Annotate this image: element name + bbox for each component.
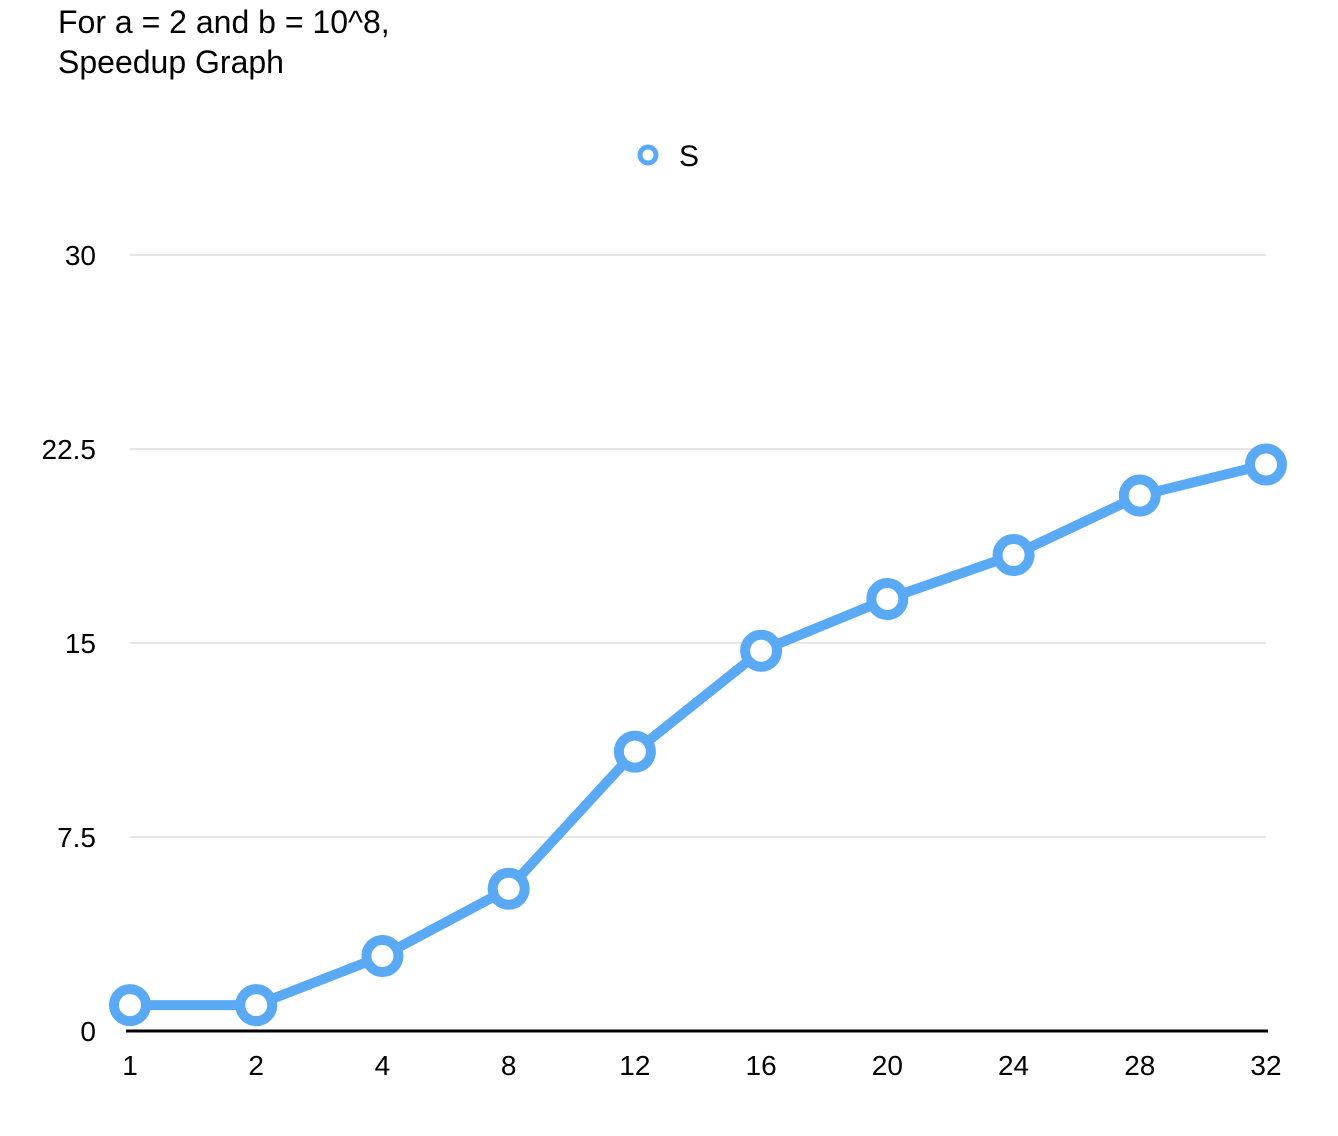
x-tick-label: 20	[872, 1050, 903, 1081]
legend-label: S	[679, 140, 699, 173]
chart-title: For a = 2 and b = 10^8, Speedup Graph	[58, 2, 390, 82]
data-point	[740, 629, 783, 672]
data-point	[613, 730, 656, 773]
x-tick-label: 28	[1124, 1050, 1155, 1081]
x-tick-label: 4	[375, 1050, 391, 1081]
chart-title-line-2: Speedup Graph	[58, 44, 284, 80]
x-tick-label: 1	[122, 1050, 138, 1081]
x-tick-label: 8	[501, 1050, 517, 1081]
data-point	[235, 984, 278, 1027]
data-point	[361, 934, 404, 977]
x-axis-ticks: 1 2 4 8 12 16 20 24 28 32	[122, 1050, 1281, 1081]
y-tick-label: 0	[80, 1016, 96, 1047]
x-tick-label: 16	[746, 1050, 777, 1081]
legend: S	[637, 140, 699, 173]
x-tick-label: 2	[248, 1050, 264, 1081]
data-point	[1118, 474, 1161, 517]
y-tick-label: 30	[65, 240, 96, 271]
data-point	[1245, 443, 1287, 486]
data-point	[487, 867, 530, 910]
data-point	[109, 984, 151, 1027]
grid-lines	[130, 254, 1266, 838]
y-tick-label: 15	[65, 628, 96, 659]
series-group	[109, 443, 1287, 1027]
x-tick-label: 24	[998, 1050, 1029, 1081]
y-axis-ticks: 0 7.5 15 22.5 30	[42, 240, 97, 1047]
y-tick-label: 7.5	[57, 822, 96, 853]
legend-marker-icon	[637, 144, 659, 166]
data-point	[866, 578, 909, 621]
x-tick-label: 32	[1250, 1050, 1281, 1081]
chart-title-line-1: For a = 2 and b = 10^8,	[58, 4, 390, 40]
series-line	[125, 459, 1271, 1011]
data-point	[992, 534, 1035, 577]
x-tick-label: 12	[619, 1050, 650, 1081]
y-tick-label: 22.5	[42, 434, 97, 465]
